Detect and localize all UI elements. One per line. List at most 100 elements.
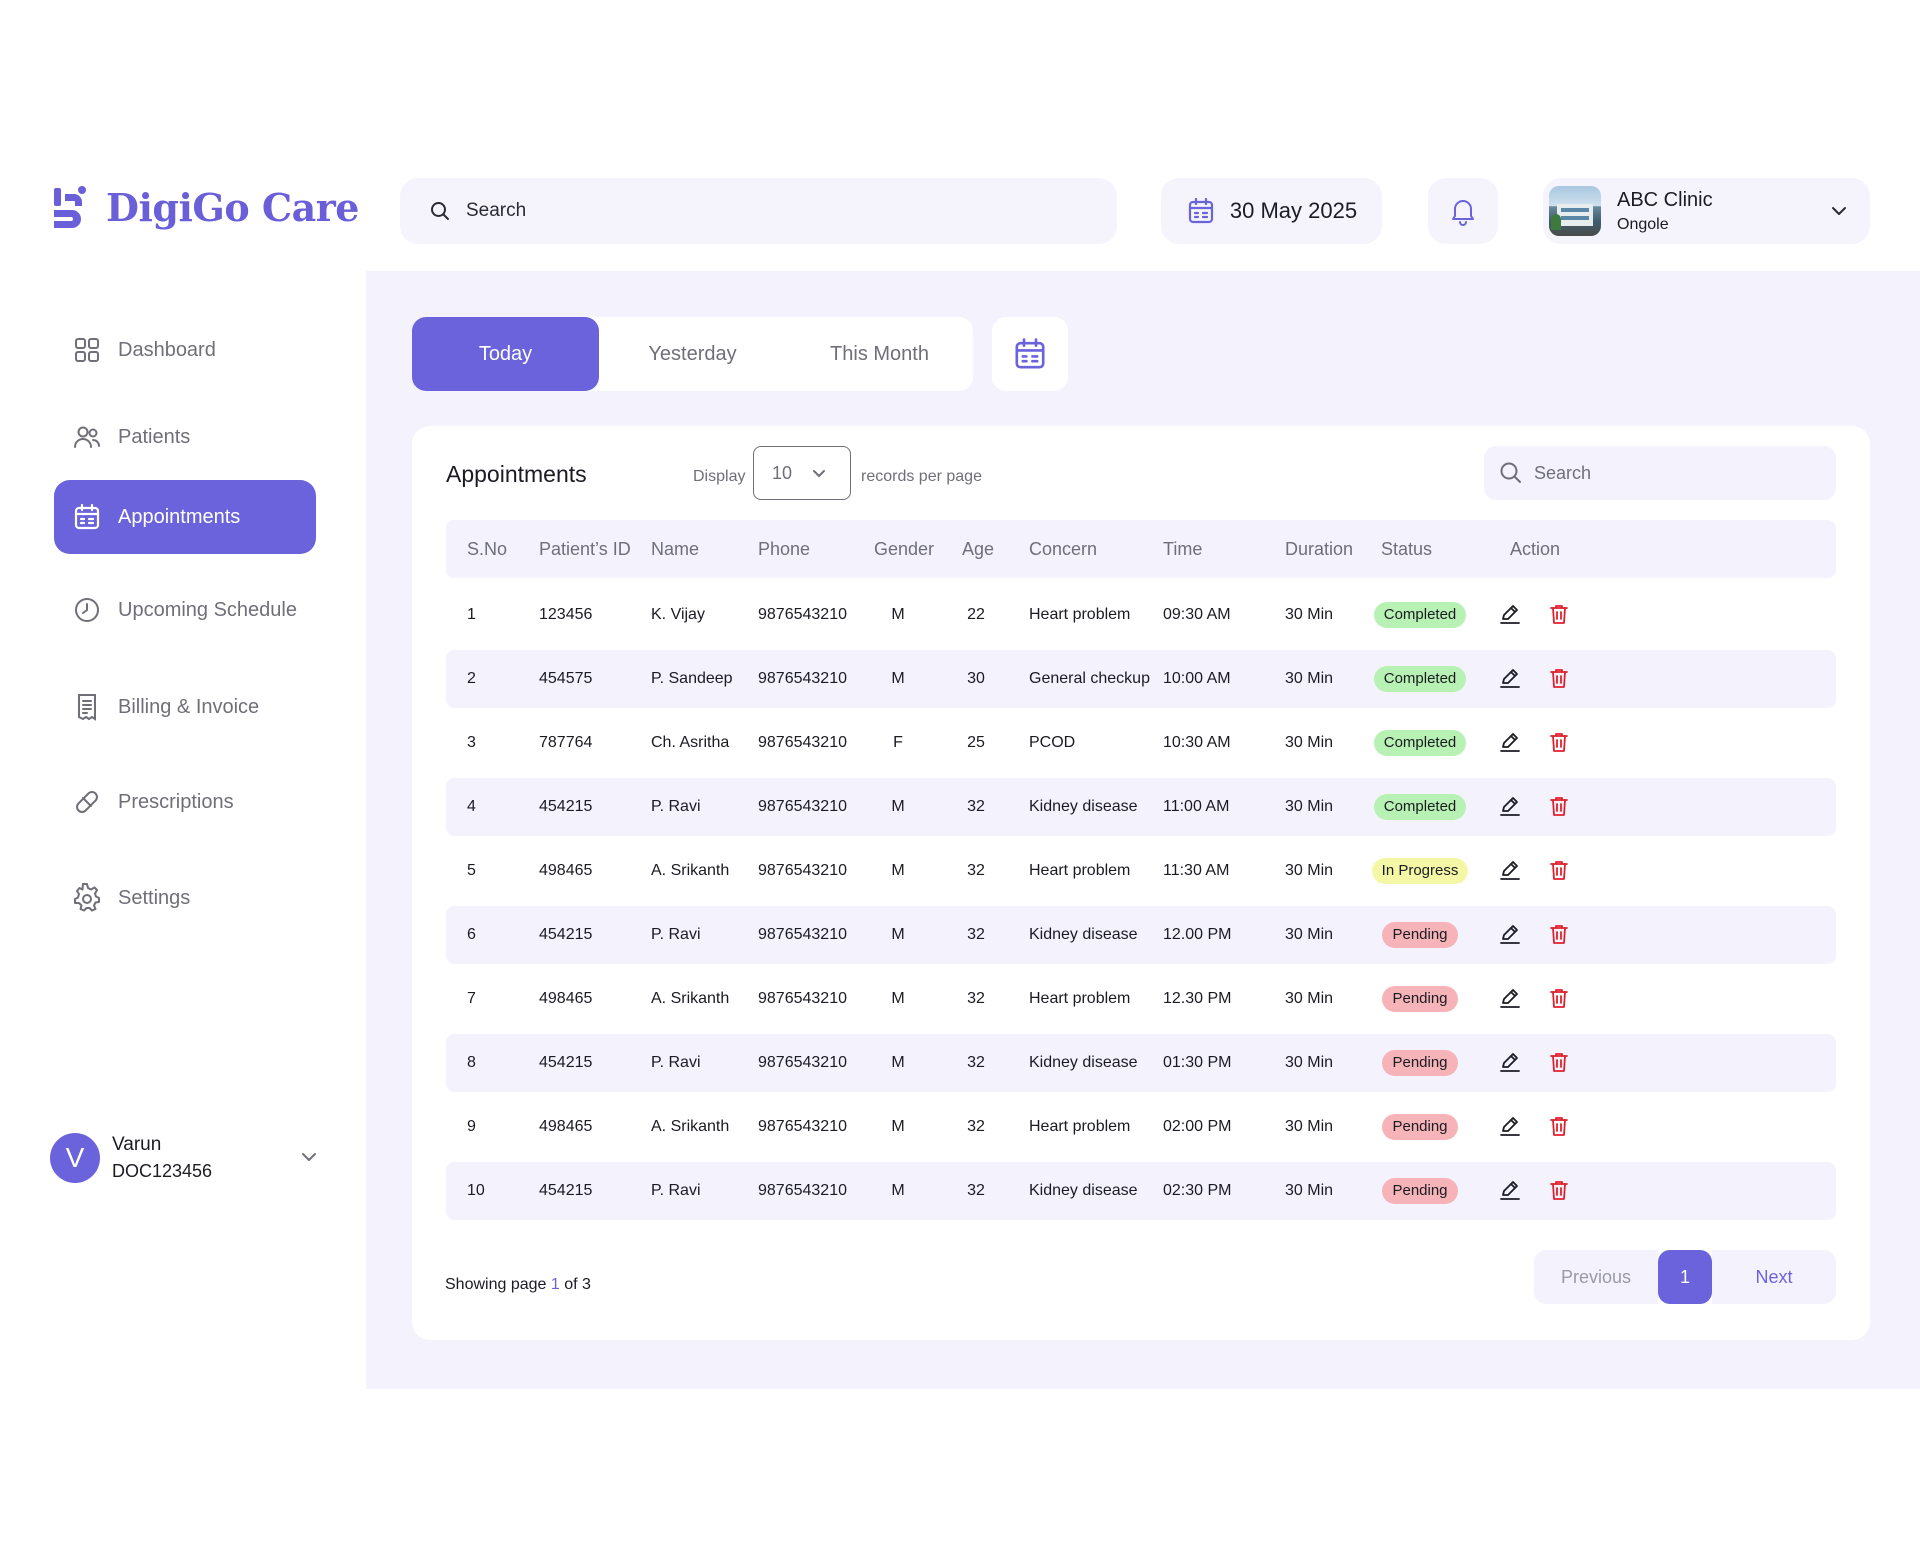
cell-pid: 454215 (539, 798, 593, 815)
clinic-name: ABC Clinic (1617, 188, 1713, 211)
search-icon (431, 202, 449, 220)
chevron-down-icon (813, 470, 826, 477)
trash-icon[interactable] (1547, 794, 1571, 818)
cell-concern: PCOD (1029, 734, 1076, 751)
cell-duration: 30 Min (1285, 798, 1334, 815)
edit-icon[interactable] (1498, 794, 1522, 818)
trash-icon[interactable] (1547, 1114, 1571, 1138)
tab-this-month[interactable]: This Month (830, 342, 929, 365)
edit-icon[interactable] (1498, 1114, 1522, 1138)
sidebar-item-upcoming-schedule[interactable]: Upcoming Schedule (54, 573, 316, 647)
cell-time: 10:30 AM (1163, 734, 1231, 751)
appointments-card: Appointments Display 10 records per page… (412, 426, 1870, 1340)
cell-duration: 30 Min (1285, 862, 1334, 879)
sidebar-item-patients[interactable]: Patients (54, 400, 316, 474)
cell-name: P. Sandeep (651, 670, 733, 687)
table-row: 2 454575 P. Sandeep 9876543210 M 30 General ch… (446, 650, 1836, 708)
cell-status: Pending (1381, 970, 1459, 1028)
trash-icon[interactable] (1547, 666, 1571, 690)
cell-concern: Heart problem (1029, 606, 1131, 623)
cell-name: P. Ravi (651, 1054, 701, 1071)
table-row: 10 454215 P. Ravi 9876543210 M 32 Kidney disea… (446, 1162, 1836, 1220)
cell-time: 11:30 AM (1163, 862, 1230, 879)
cell-pid: 498465 (539, 862, 593, 879)
trash-icon[interactable] (1547, 922, 1571, 946)
trash-icon[interactable] (1547, 602, 1571, 626)
records-per-page-label: records per page (861, 468, 982, 485)
global-search-placeholder: Search (466, 200, 527, 221)
cell-gender: M (891, 798, 905, 815)
cell-phone: 9876543210 (758, 862, 847, 879)
column-header: Time (1163, 538, 1203, 559)
next-page-button[interactable]: Next (1712, 1250, 1836, 1304)
sidebar-item-prescriptions[interactable]: Prescriptions (54, 765, 316, 839)
cell-gender: M (891, 1118, 905, 1135)
calendar-icon (1188, 197, 1213, 224)
brand-logo[interactable]: DigiGo Care (52, 184, 360, 230)
page-size-select[interactable]: 10 (753, 446, 851, 500)
sidebar-item-settings[interactable]: Settings (54, 861, 316, 935)
cell-sno: 7 (467, 990, 476, 1007)
edit-icon[interactable] (1498, 922, 1522, 946)
gear-icon (74, 883, 100, 912)
cell-time: 12.00 PM (1163, 926, 1232, 943)
trash-icon[interactable] (1547, 1050, 1571, 1074)
date-picker[interactable]: 30 May 2025 (1161, 178, 1382, 244)
clinic-switcher[interactable]: ABC Clinic Ongole (1543, 178, 1870, 244)
sidebar-item-dashboard[interactable]: Dashboard (54, 313, 316, 387)
grid-icon (75, 338, 99, 362)
cell-phone: 9876543210 (758, 990, 847, 1007)
cell-phone: 9876543210 (758, 606, 847, 623)
user-profile[interactable]: V Varun DOC123456 (50, 1132, 322, 1184)
previous-page-button[interactable]: Previous (1534, 1250, 1658, 1304)
edit-icon[interactable] (1498, 1178, 1522, 1202)
trash-icon[interactable] (1547, 986, 1571, 1010)
bell-icon (1452, 200, 1474, 226)
edit-icon[interactable] (1498, 730, 1522, 754)
cell-duration: 30 Min (1285, 926, 1334, 943)
showing-prefix: Showing page (445, 1276, 547, 1293)
cell-name: P. Ravi (651, 1182, 701, 1199)
tab-yesterday[interactable]: Yesterday (648, 342, 737, 365)
cell-time: 11:00 AM (1163, 798, 1230, 815)
calendar-filter-button[interactable] (992, 317, 1068, 391)
trash-icon[interactable] (1547, 858, 1571, 882)
cell-name: A. Srikanth (651, 990, 730, 1007)
edit-icon[interactable] (1498, 602, 1522, 626)
edit-icon[interactable] (1498, 666, 1522, 690)
status-badge: Completed (1373, 602, 1467, 628)
cell-pid: 498465 (539, 990, 593, 1007)
cell-gender: M (891, 1182, 905, 1199)
current-date: 30 May 2025 (1229, 198, 1358, 223)
cell-concern: Heart problem (1029, 862, 1131, 879)
table-row: 1 123456 K. Vijay 9876543210 M 22 Heart proble… (446, 586, 1836, 644)
sidebar-item-billing-invoice[interactable]: Billing & Invoice (54, 670, 316, 744)
notifications-button[interactable] (1428, 178, 1498, 244)
cell-time: 09:30 AM (1163, 606, 1231, 623)
cell-phone: 9876543210 (758, 1054, 847, 1071)
status-badge: Completed (1373, 730, 1467, 756)
appointments-search-placeholder: Search (1534, 462, 1592, 483)
edit-icon[interactable] (1498, 1050, 1522, 1074)
column-header: Concern (1029, 538, 1098, 559)
cell-time: 02:00 PM (1163, 1118, 1232, 1135)
edit-icon[interactable] (1498, 858, 1522, 882)
trash-icon[interactable] (1547, 730, 1571, 754)
cell-concern: General checkup (1029, 670, 1150, 687)
column-header: Gender (874, 538, 935, 559)
global-search[interactable]: Search (400, 178, 1117, 244)
trash-icon[interactable] (1547, 1178, 1571, 1202)
table-header: S.No Patient’s ID Name Phone Gender Age Concer… (446, 520, 1836, 578)
page-1-button[interactable]: 1 (1658, 1250, 1712, 1304)
user-id: DOC123456 (112, 1161, 213, 1181)
sidebar-item-appointments[interactable]: Appointments (54, 480, 316, 554)
column-header: Patient’s ID (539, 538, 631, 559)
cell-pid: 454215 (539, 1182, 593, 1199)
edit-icon[interactable] (1498, 986, 1522, 1010)
table-row: 9 498465 A. Srikanth 9876543210 M 32 Heart pro… (446, 1098, 1836, 1156)
tab-today[interactable]: Today (412, 317, 599, 391)
search-icon (1500, 462, 1521, 483)
cell-gender: M (891, 606, 905, 623)
pill-icon (76, 791, 98, 813)
appointments-search-input[interactable]: Search (1484, 446, 1836, 500)
